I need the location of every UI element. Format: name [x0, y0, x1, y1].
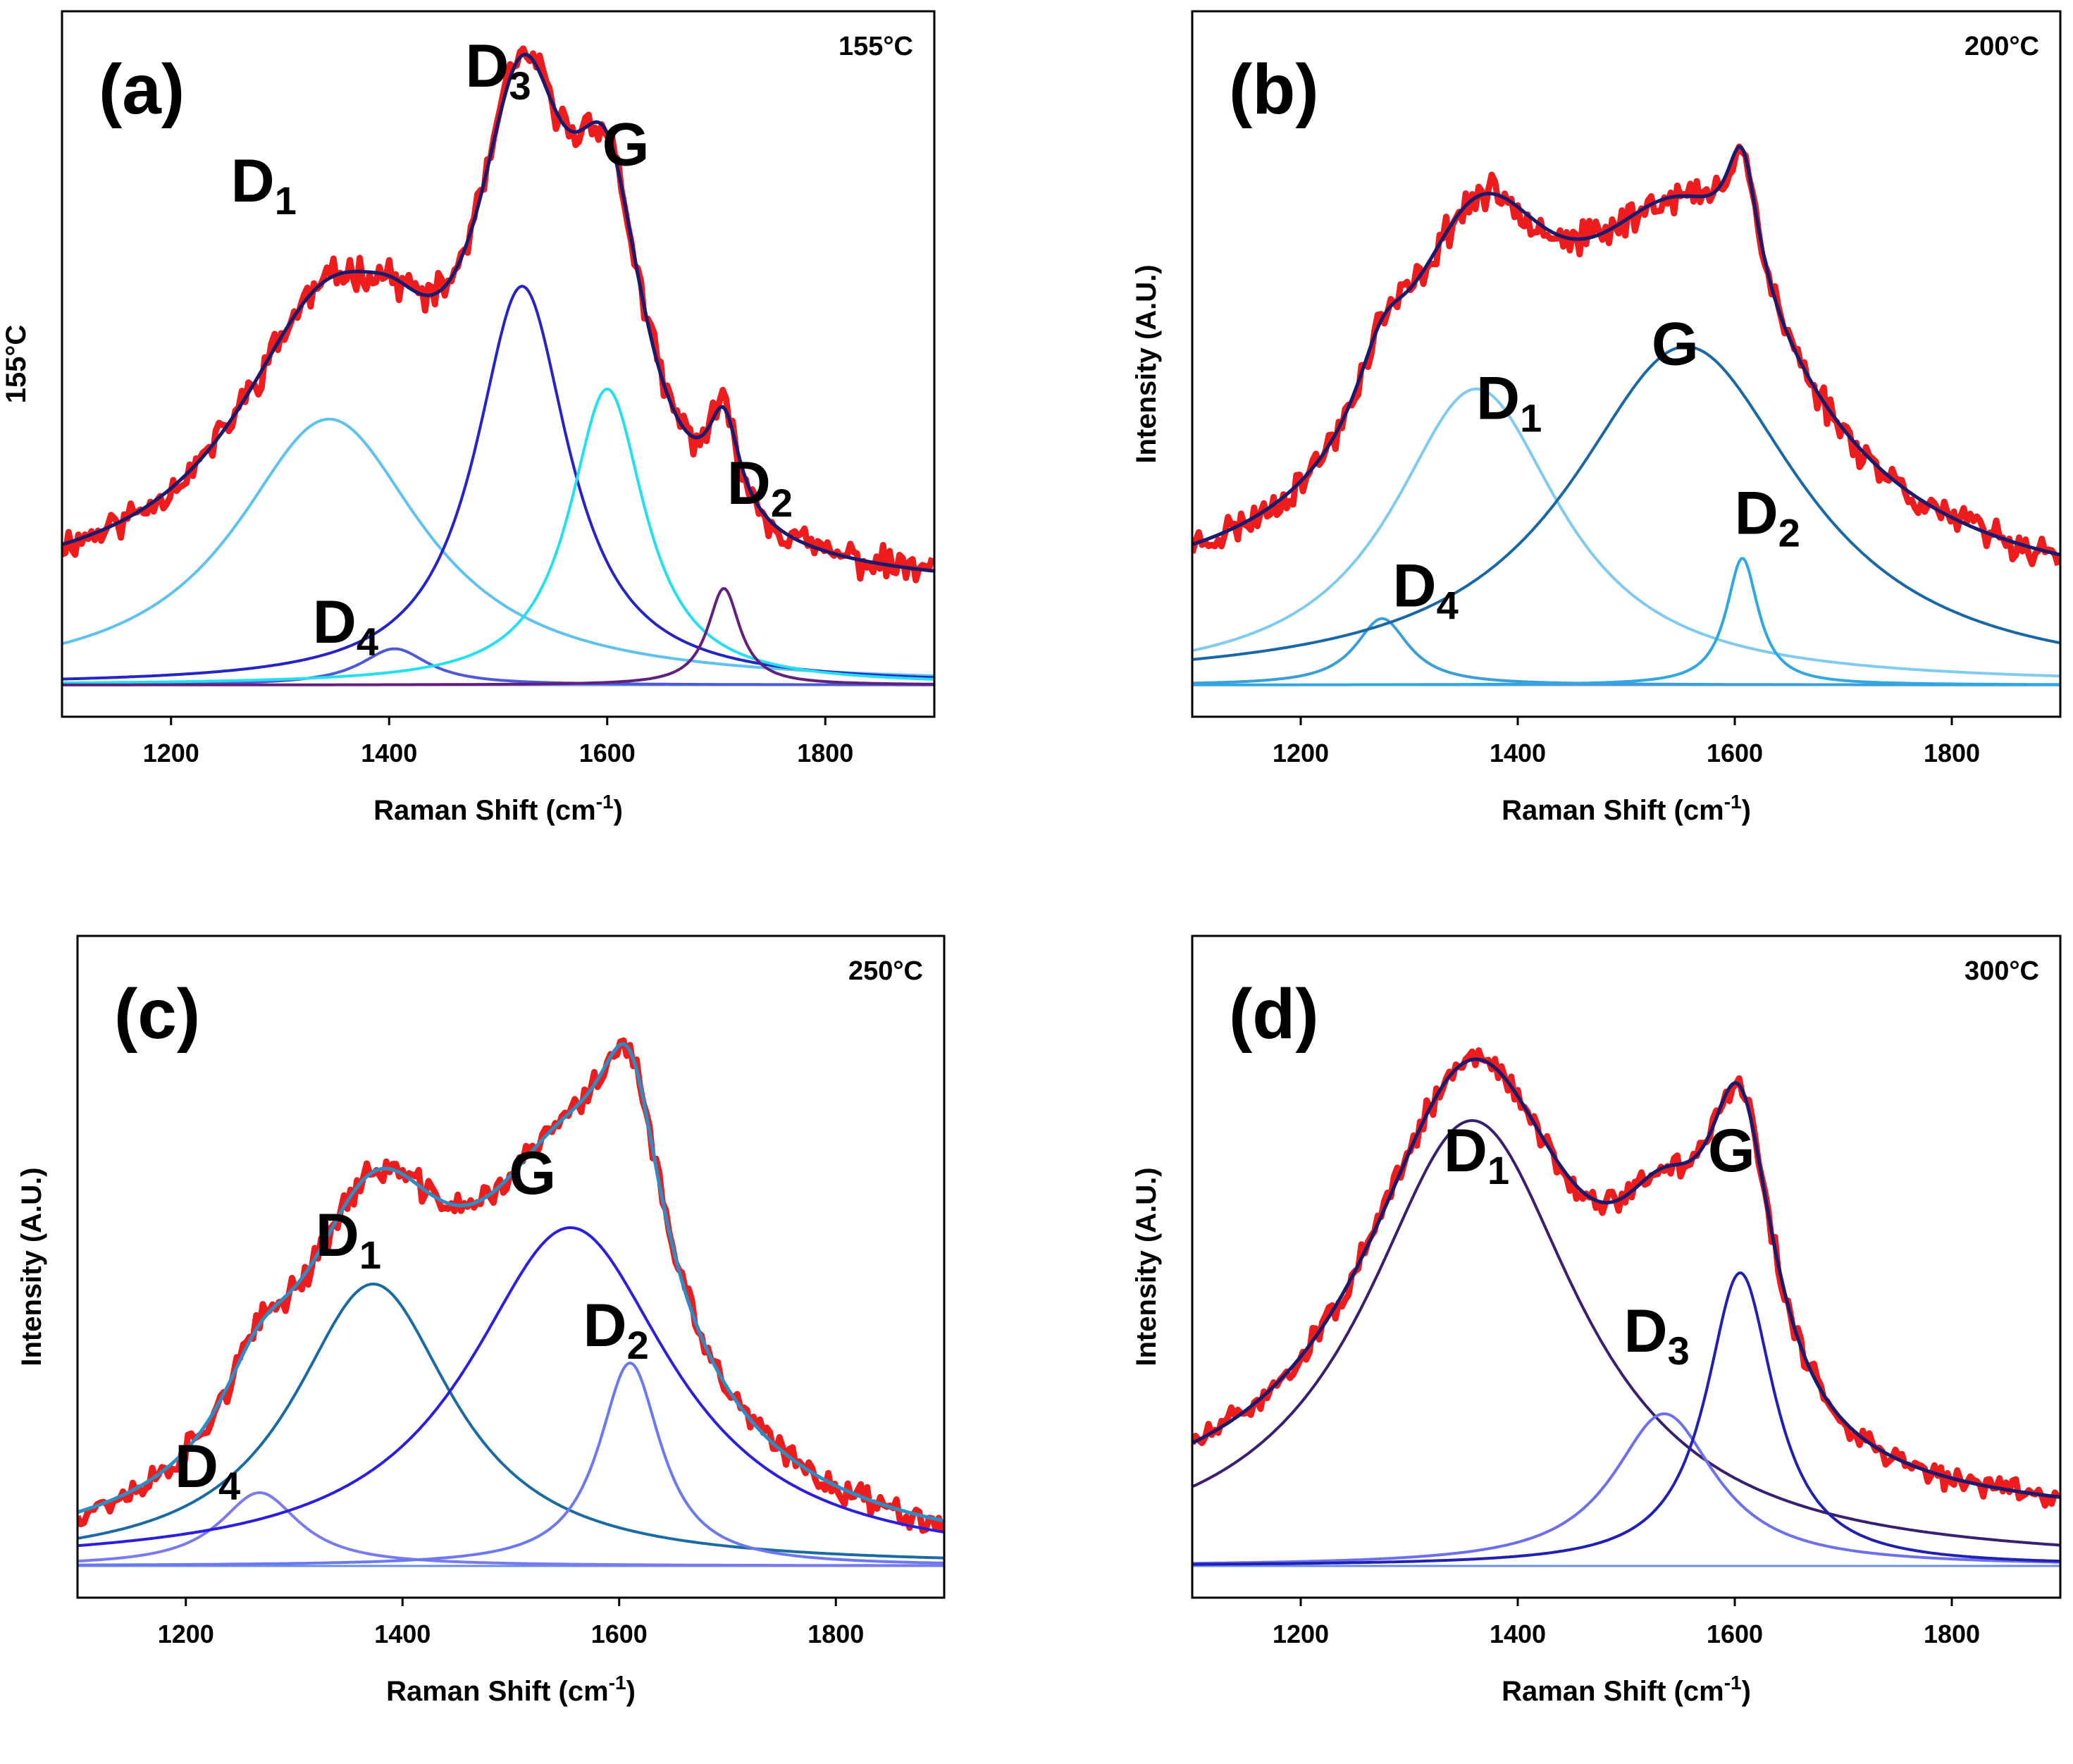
peak-D4-curve: [78, 1491, 944, 1567]
peak-D3-curve: [1192, 1412, 2060, 1565]
y-axis-label: 155°C: [1, 325, 32, 404]
peak-label-D1: D1: [316, 1202, 381, 1277]
peak-D2-curve: [1192, 557, 2060, 686]
x-tick-label: 1600: [1707, 1620, 1763, 1648]
peak-label-D3: D3: [465, 32, 531, 108]
fit-envelope: [78, 1042, 944, 1523]
temperature-label: 155°C: [839, 32, 913, 61]
x-tick-label: 1400: [374, 1620, 431, 1648]
temperature-label: 250°C: [848, 956, 923, 986]
peak-D1-curve: [62, 417, 934, 677]
fit-envelope: [1192, 144, 2060, 557]
y-axis-label: Intensity (A.U.): [1131, 1167, 1162, 1366]
peak-D1-curve: [1192, 387, 2060, 678]
peak-G-curve: [1192, 1271, 2060, 1566]
panel-label: (d): [1229, 975, 1319, 1054]
peak-label-G: G: [1708, 1117, 1755, 1185]
peak-D2-curve: [78, 1361, 944, 1567]
peak-D4-curve: [62, 647, 934, 686]
fit-envelope: [62, 52, 934, 573]
x-tick-label: 1800: [1924, 739, 1980, 767]
peak-D2-curve: [62, 587, 934, 686]
x-tick-label: 1600: [591, 1620, 648, 1648]
x-tick-label: 1600: [1707, 739, 1763, 767]
panel-c: 1200 1400 1600 1800 Raman Shift (cm-1) Intens…: [16, 935, 946, 1707]
x-tick-label: 1800: [797, 739, 853, 767]
panel-label: (c): [114, 975, 200, 1054]
peak-label-D3: D3: [1623, 1297, 1689, 1373]
peak-label-D2: D2: [727, 450, 793, 525]
x-tick-label: 1200: [158, 1620, 214, 1648]
peak-D1-curve: [78, 1283, 944, 1560]
plot-frame: [1191, 935, 2062, 1599]
peak-label-G: G: [602, 111, 650, 179]
y-axis-label: Intensity (A.U.): [16, 1167, 47, 1366]
x-tick-label: 1600: [579, 739, 636, 767]
y-axis-label: Intensity (A.U.): [1131, 264, 1162, 463]
plot-frame: [76, 935, 946, 1599]
measured-spectrum: [1192, 1047, 2060, 1509]
plot-frame: [61, 10, 936, 718]
x-tick-label: 1800: [807, 1620, 864, 1648]
peak-label-D1: D1: [1476, 365, 1542, 440]
temperature-label: 300°C: [1964, 956, 2039, 986]
x-axis-label: Raman Shift (cm-1): [373, 791, 623, 826]
peak-label-G: G: [509, 1140, 556, 1207]
panel-b: 1200 1400 1600 1800 Raman Shift (cm-1) Intens…: [1131, 10, 2062, 826]
x-tick-label: 1800: [1924, 1620, 1980, 1648]
panel-d: 1200 1400 1600 1800 Raman Shift (cm-1) Intens…: [1131, 935, 2062, 1707]
plot-area: [78, 1037, 944, 1567]
plot-area: [62, 45, 934, 686]
x-tick-label: 1400: [1490, 739, 1546, 767]
peak-label-D2: D2: [1735, 480, 1800, 555]
peak-G-curve: [1192, 345, 2060, 661]
x-tick-label: 1400: [361, 739, 417, 767]
x-axis-label: Raman Shift (cm-1): [1502, 1672, 1751, 1707]
plot-area: [1192, 143, 2060, 686]
temperature-label: 200°C: [1964, 32, 2039, 61]
peak-G-curve: [78, 1226, 944, 1548]
panel-a: 1200 1400 1600 1800 Raman Shift (cm-1) 155°C (…: [1, 10, 936, 826]
peak-label-D1: D1: [1444, 1117, 1509, 1192]
peak-label-D4: D4: [175, 1433, 240, 1508]
x-tick-label: 1400: [1490, 1620, 1546, 1648]
panel-label: (a): [99, 50, 185, 129]
x-axis-label: Raman Shift (cm-1): [1502, 791, 1751, 826]
plot-area: [1192, 1047, 2060, 1567]
peak-label-D4: D4: [313, 588, 378, 664]
x-axis-label: Raman Shift (cm-1): [386, 1672, 636, 1707]
peak-label-D1: D1: [231, 147, 297, 223]
plot-frame: [1191, 10, 2062, 718]
measured-spectrum: [1192, 143, 2060, 567]
peak-G-curve: [62, 387, 934, 685]
x-tick-label: 1200: [1273, 1620, 1329, 1648]
x-tick-label: 1200: [143, 739, 199, 767]
peak-label-D4: D4: [1392, 553, 1458, 628]
peak-D3-curve: [62, 285, 934, 681]
peak-D4-curve: [1192, 617, 2060, 686]
peak-label-G: G: [1652, 311, 1699, 378]
peak-label-D2: D2: [583, 1292, 649, 1367]
panel-label: (b): [1229, 50, 1319, 129]
x-tick-label: 1200: [1273, 739, 1329, 767]
fit-envelope: [1192, 1057, 2060, 1499]
peak-D1-curve: [1192, 1118, 2060, 1547]
